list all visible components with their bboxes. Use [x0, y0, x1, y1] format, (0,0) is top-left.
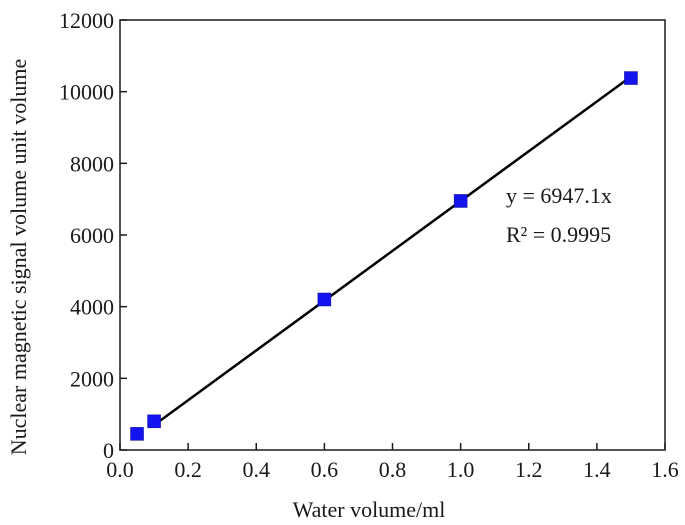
y-tick-label: 12000 [59, 8, 114, 33]
y-tick-label: 2000 [70, 366, 114, 391]
x-tick-label: 0.0 [106, 457, 134, 482]
fit-line-group [153, 75, 632, 427]
fit-line [153, 75, 632, 427]
data-point [453, 194, 468, 208]
y-tick-label: 10000 [59, 80, 114, 105]
y-tick-label: 0 [103, 438, 114, 463]
data-point [147, 414, 161, 429]
y-tick-label: 6000 [70, 223, 114, 248]
data-point [317, 292, 332, 307]
x-tick-label: 0.8 [379, 457, 407, 482]
x-tick-label: 1.4 [583, 457, 611, 482]
r-squared: R² = 0.9995 [506, 222, 611, 247]
x-axis-title: Water volume/ml [293, 497, 446, 522]
y-axis: 0 2000 4000 6000 8000 10000 12000 [59, 8, 127, 463]
x-tick-label: 1.6 [651, 457, 679, 482]
y-tick-label: 8000 [70, 151, 114, 176]
x-tick-label: 0.2 [174, 457, 202, 482]
fit-equation: y = 6947.1x [506, 183, 612, 208]
x-tick-label: 1.0 [447, 457, 475, 482]
x-tick-label: 0.4 [243, 457, 271, 482]
x-tick-label: 0.6 [311, 457, 339, 482]
data-points [130, 71, 638, 441]
data-point [624, 71, 638, 85]
x-axis: 0.0 0.2 0.4 0.6 0.8 1.0 1.2 1.4 1.6 [106, 443, 679, 482]
x-tick-label: 1.2 [515, 457, 543, 482]
y-tick-label: 4000 [70, 295, 114, 320]
y-axis-title: Nuclear magnetic signal volume unit volu… [6, 59, 31, 456]
data-point [130, 427, 144, 441]
